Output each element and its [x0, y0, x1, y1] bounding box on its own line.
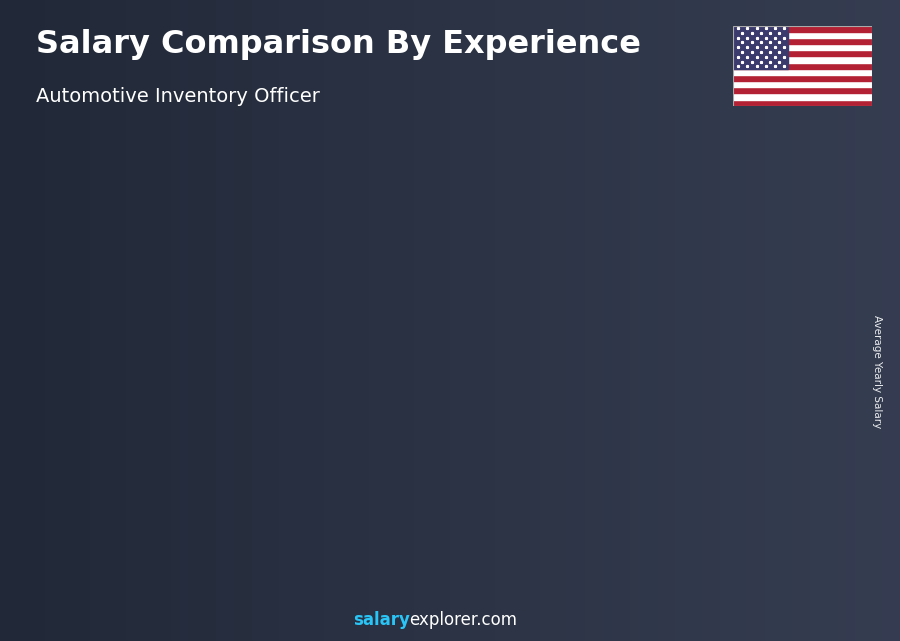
Polygon shape	[762, 254, 767, 577]
Bar	[733, 26, 788, 69]
Bar	[453, 307, 517, 577]
Bar	[733, 38, 872, 44]
Polygon shape	[575, 279, 644, 283]
Polygon shape	[517, 304, 521, 577]
Bar	[733, 63, 872, 69]
Bar	[733, 99, 872, 106]
Text: Salary Comparison By Experience: Salary Comparison By Experience	[36, 29, 641, 60]
Text: 39,100 USD: 39,100 USD	[324, 335, 399, 347]
Bar	[733, 50, 872, 56]
Text: +34%: +34%	[136, 398, 194, 416]
Bar	[733, 26, 872, 32]
Bar	[733, 56, 872, 63]
Bar	[329, 356, 393, 577]
Text: 26,500 USD: 26,500 USD	[202, 408, 276, 420]
Text: 19,800 USD: 19,800 USD	[78, 446, 153, 460]
Text: Average Yearly Salary: Average Yearly Salary	[872, 315, 883, 428]
Text: salary: salary	[353, 612, 410, 629]
Text: +8%: +8%	[634, 217, 680, 235]
Polygon shape	[148, 463, 153, 577]
Polygon shape	[271, 425, 275, 577]
Polygon shape	[84, 463, 153, 465]
Bar	[733, 32, 872, 38]
Bar	[733, 87, 872, 94]
Bar	[733, 44, 872, 50]
Text: Automotive Inventory Officer: Automotive Inventory Officer	[36, 87, 320, 106]
Polygon shape	[698, 254, 767, 258]
Polygon shape	[453, 304, 521, 307]
Bar	[733, 75, 872, 81]
Polygon shape	[393, 353, 399, 577]
Polygon shape	[207, 425, 275, 427]
Text: +48%: +48%	[258, 339, 317, 357]
Polygon shape	[329, 353, 399, 356]
Text: +9%: +9%	[511, 237, 556, 255]
Bar	[207, 427, 271, 577]
Text: 56,300 USD: 56,300 USD	[693, 235, 768, 247]
Text: 52,000 USD: 52,000 USD	[570, 260, 644, 272]
Bar	[575, 283, 639, 577]
Text: +22%: +22%	[382, 285, 440, 303]
Polygon shape	[639, 279, 644, 577]
Text: 47,700 USD: 47,700 USD	[447, 285, 522, 297]
Bar	[698, 258, 762, 577]
Text: explorer.com: explorer.com	[410, 612, 518, 629]
Bar	[733, 81, 872, 87]
Bar	[733, 69, 872, 75]
Bar	[733, 94, 872, 99]
Bar	[84, 465, 148, 577]
